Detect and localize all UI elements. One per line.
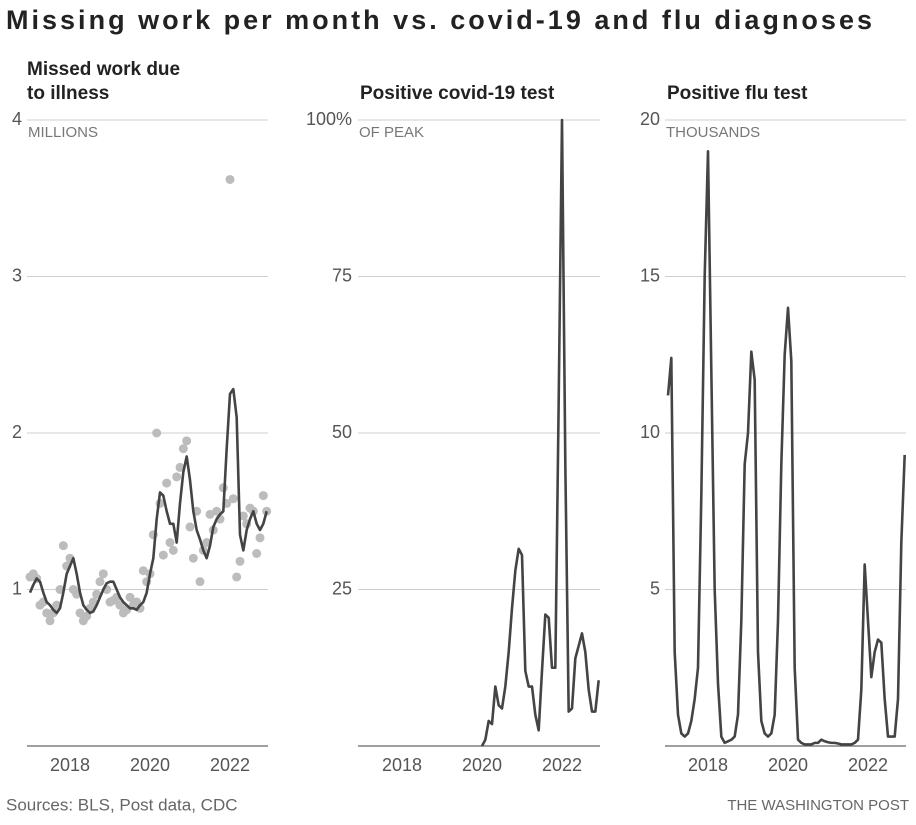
dot — [212, 506, 222, 516]
x-tick-label: 2022 — [210, 755, 250, 775]
y-tick-label: 50 — [332, 422, 352, 442]
dot — [162, 478, 172, 488]
dot — [228, 494, 238, 504]
line — [480, 118, 600, 747]
y-tick-label: 5 — [650, 578, 660, 598]
dot — [165, 538, 175, 548]
line — [28, 387, 268, 615]
unit-label: OF PEAK — [359, 124, 424, 141]
dot — [188, 553, 198, 563]
dot — [45, 616, 55, 626]
y-tick-label: 1 — [12, 578, 22, 598]
panel-title: to illness — [27, 83, 109, 104]
dot — [205, 509, 215, 519]
dot — [92, 589, 102, 599]
dot — [98, 569, 108, 579]
credit: THE WASHINGTON POST — [727, 797, 909, 814]
x-tick-label: 2020 — [130, 755, 170, 775]
x-tick-label: 2022 — [848, 755, 888, 775]
unit-label: THOUSANDS — [666, 124, 760, 141]
y-tick-label: 20 — [640, 109, 660, 129]
dot — [95, 577, 105, 587]
x-tick-label: 2018 — [688, 755, 728, 775]
y-tick-label: 25 — [332, 578, 352, 598]
x-tick-label: 2020 — [768, 755, 808, 775]
y-tick-label: 4 — [12, 109, 22, 129]
dot — [125, 592, 135, 602]
dot — [182, 436, 192, 446]
dot — [232, 572, 242, 582]
y-tick-label: 3 — [12, 265, 22, 285]
dot — [238, 511, 248, 521]
x-tick-label: 2018 — [50, 755, 90, 775]
panel-title: Positive flu test — [667, 83, 808, 104]
dot — [258, 491, 268, 501]
dot — [88, 597, 98, 607]
dot — [195, 577, 205, 587]
dot — [58, 541, 68, 551]
dot — [252, 549, 262, 559]
dot — [138, 566, 148, 576]
dot — [172, 472, 182, 482]
dot — [158, 550, 168, 560]
y-tick-label: 100% — [306, 109, 352, 129]
y-tick-label: 2 — [12, 422, 22, 442]
panel-title: Missed work due — [27, 59, 180, 80]
y-tick-label: 15 — [640, 265, 660, 285]
panel-title: Positive covid-19 test — [360, 83, 555, 104]
x-tick-label: 2020 — [462, 755, 502, 775]
dot — [185, 522, 195, 532]
dot — [75, 608, 85, 618]
dot — [225, 174, 235, 184]
dot — [235, 556, 245, 566]
source: Sources: BLS, Post data, CDC — [6, 795, 238, 814]
dot — [175, 462, 185, 472]
dot — [178, 444, 188, 454]
dot — [168, 545, 178, 555]
dot — [255, 533, 265, 543]
x-tick-label: 2018 — [382, 755, 422, 775]
line — [666, 150, 906, 746]
y-tick-label: 75 — [332, 265, 352, 285]
dot — [42, 608, 52, 618]
y-tick-label: 10 — [640, 422, 660, 442]
dot — [115, 600, 125, 610]
unit-label: MILLIONS — [28, 124, 98, 141]
dot — [152, 428, 162, 438]
chart-title: Missing work per month vs. covid-19 and … — [6, 5, 872, 35]
x-tick-label: 2022 — [542, 755, 582, 775]
dot — [82, 611, 92, 621]
